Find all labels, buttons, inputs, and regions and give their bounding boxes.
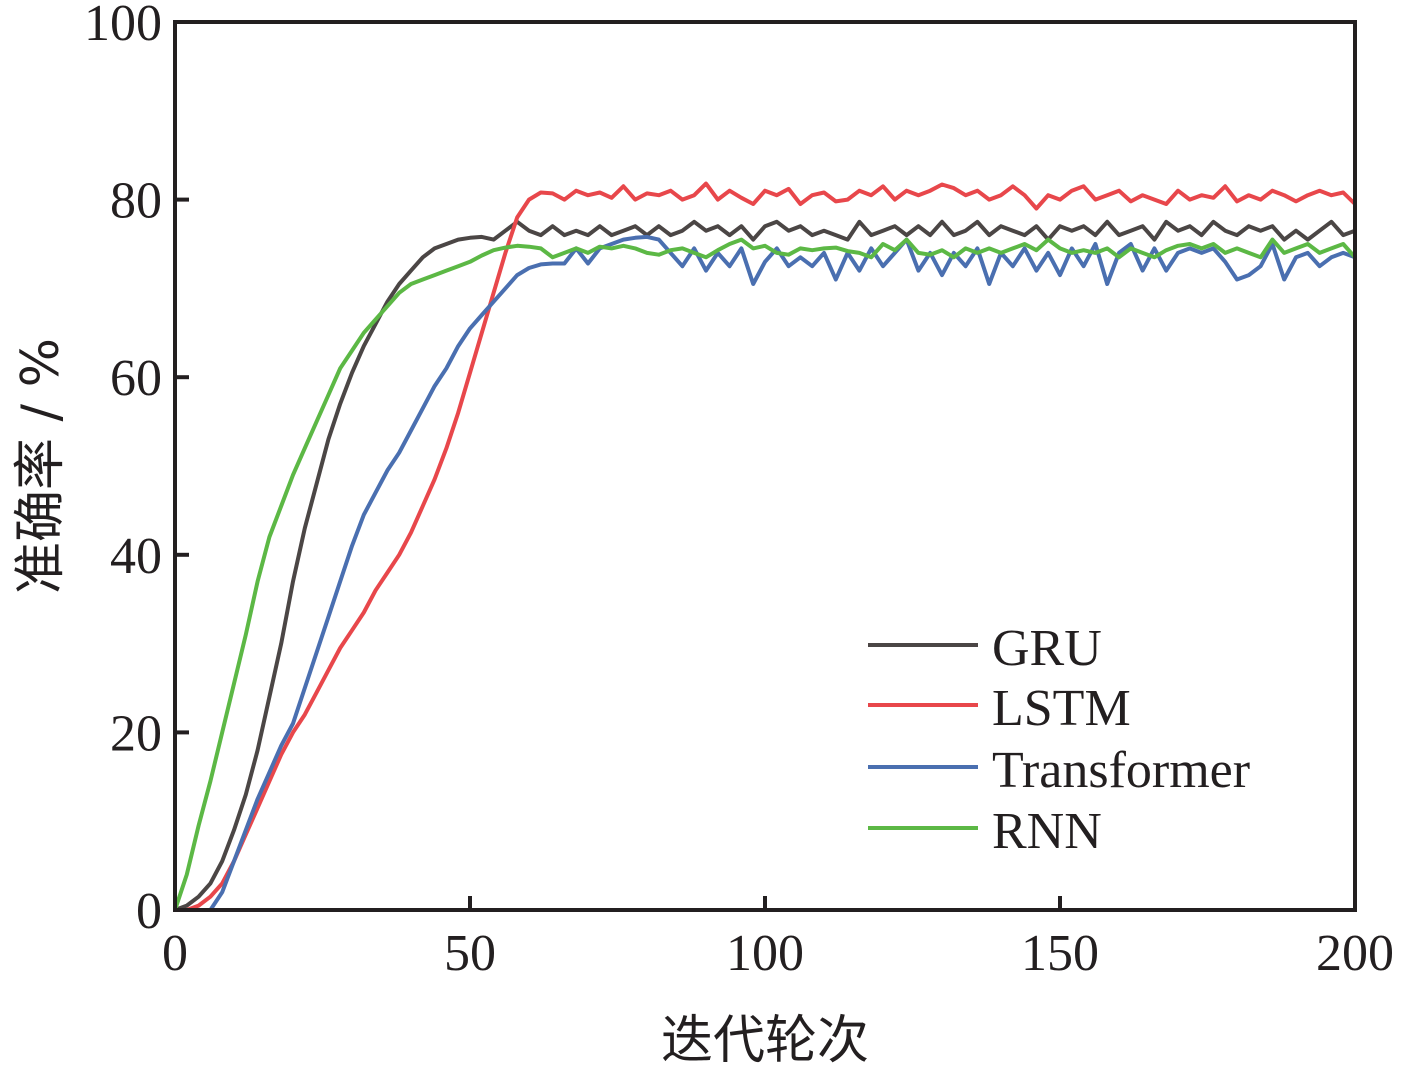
- y-tick-label: 20: [110, 705, 162, 762]
- ticks-layer: 0 50 100 150 200 0 20 40 60 80 100: [84, 0, 1394, 982]
- y-tick-label: 0: [136, 883, 162, 940]
- legend-label: LSTM: [992, 680, 1131, 737]
- x-axis-title: 迭代轮次: [661, 1011, 869, 1067]
- legend-item-lstm: LSTM: [868, 680, 1131, 737]
- y-tick-label: 60: [110, 350, 162, 407]
- x-tick-label: 200: [1316, 925, 1394, 982]
- y-axis-title: 准确率 / %: [11, 338, 71, 594]
- series-line-gru: [174, 219, 1356, 912]
- legend-label: GRU: [992, 620, 1102, 677]
- series-layer: [173, 181, 1357, 912]
- series-line-transformer: [175, 234, 1356, 912]
- x-tick-label: 100: [726, 925, 804, 982]
- legend-label: RNN: [992, 803, 1102, 860]
- y-tick-label: 40: [110, 528, 162, 585]
- x-tick-label: 50: [444, 925, 496, 982]
- series-line-lstm: [175, 181, 1357, 912]
- legend-item-rnn: RNN: [868, 803, 1102, 860]
- legend-item-gru: GRU: [868, 620, 1102, 677]
- x-tick-label: 150: [1021, 925, 1099, 982]
- y-tick-label: 80: [110, 173, 162, 230]
- x-tick-label: 0: [162, 925, 188, 982]
- y-tick-label: 100: [84, 0, 162, 52]
- legend-item-transformer: Transformer: [868, 742, 1250, 799]
- series-line-rnn: [173, 237, 1357, 911]
- legend-label: Transformer: [992, 742, 1250, 799]
